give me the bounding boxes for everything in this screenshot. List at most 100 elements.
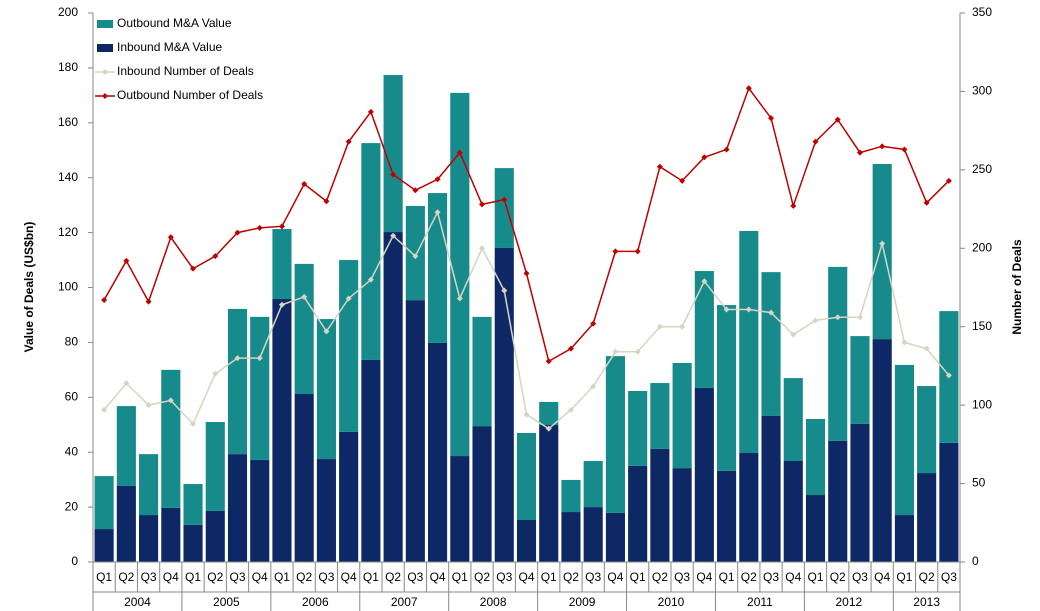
- bar: [605, 512, 625, 562]
- line-marker: [101, 297, 108, 304]
- y2-tick-label: 0: [972, 554, 979, 568]
- x-tick-label: Q4: [518, 570, 534, 584]
- line-marker: [234, 229, 241, 236]
- bar: [316, 459, 336, 562]
- y-axis-title: Value of Deals (US$bn): [22, 222, 36, 353]
- line-marker: [679, 177, 686, 184]
- y-tick-label: 140: [58, 170, 78, 184]
- line-marker: [612, 248, 619, 255]
- line-marker: [901, 339, 908, 346]
- y-tick-label: 80: [65, 335, 79, 349]
- bar: [717, 305, 737, 471]
- y-tick-label: 40: [65, 444, 79, 458]
- x-tick-label: Q1: [185, 570, 201, 584]
- bar: [739, 453, 759, 562]
- x-tick-label: Q1: [896, 570, 912, 584]
- line-marker: [768, 115, 775, 122]
- bar: [94, 529, 114, 562]
- line-marker: [278, 223, 285, 230]
- bar: [628, 465, 648, 562]
- line-marker: [545, 358, 552, 365]
- x-tick-label: Q2: [830, 570, 846, 584]
- line-marker: [590, 383, 597, 390]
- bar: [828, 440, 848, 562]
- line-marker: [212, 253, 219, 260]
- x-tick-label: Q4: [163, 570, 179, 584]
- year-label: 2008: [480, 595, 507, 609]
- bar: [494, 247, 514, 563]
- x-tick-label: Q1: [96, 570, 112, 584]
- line-marker: [434, 176, 441, 183]
- legend-swatch: [97, 44, 113, 52]
- line-marker: [656, 163, 663, 170]
- y2-tick-label: 150: [972, 319, 992, 333]
- bar: [783, 378, 803, 461]
- line-marker: [234, 355, 241, 362]
- bar: [405, 205, 425, 301]
- x-tick-label: Q1: [363, 570, 379, 584]
- line-marker: [523, 411, 530, 418]
- bar: [872, 339, 892, 562]
- line-marker: [679, 323, 686, 330]
- bar: [183, 524, 203, 562]
- bar: [272, 299, 292, 562]
- x-tick-label: Q1: [719, 570, 735, 584]
- line-marker: [412, 187, 419, 194]
- bar: [650, 448, 670, 562]
- x-tick-label: Q1: [452, 570, 468, 584]
- line-marker: [434, 209, 441, 216]
- line-marker: [190, 265, 197, 272]
- y2-tick-label: 100: [972, 397, 992, 411]
- line-marker: [390, 232, 397, 239]
- line-marker: [901, 146, 908, 153]
- y-tick-label: 60: [65, 389, 79, 403]
- bar: [516, 520, 537, 562]
- bar: [494, 168, 514, 248]
- legend-marker: [102, 69, 108, 75]
- line-marker: [723, 306, 730, 313]
- x-tick-label: Q2: [474, 570, 490, 584]
- x-tick-label: Q3: [229, 570, 245, 584]
- bar: [805, 495, 826, 562]
- line-marker: [567, 406, 574, 413]
- bar: [561, 479, 581, 513]
- x-tick-label: Q3: [407, 570, 423, 584]
- year-label: 2005: [213, 595, 240, 609]
- bar: [805, 418, 826, 496]
- bar: [361, 359, 381, 562]
- bar: [316, 319, 336, 460]
- bar: [917, 473, 937, 562]
- line-marker: [278, 301, 285, 308]
- bar: [183, 484, 203, 525]
- bar: [628, 390, 648, 466]
- bar: [739, 230, 759, 454]
- x-tick-label: Q4: [785, 570, 801, 584]
- y-tick-label: 180: [58, 60, 78, 74]
- x-tick-label: Q3: [585, 570, 601, 584]
- bar: [717, 470, 737, 562]
- y2-tick-label: 250: [972, 162, 992, 176]
- line-marker: [812, 317, 819, 324]
- line-marker: [701, 154, 708, 161]
- bar: [561, 512, 581, 562]
- line-marker: [856, 314, 863, 321]
- year-label: 2010: [658, 595, 685, 609]
- bar: [383, 232, 403, 562]
- bar: [539, 401, 559, 426]
- line-marker: [745, 306, 752, 313]
- line-marker: [301, 293, 308, 300]
- legend-swatch: [97, 20, 113, 28]
- line-marker: [812, 138, 819, 145]
- line-marker: [123, 380, 130, 387]
- line-marker: [745, 85, 752, 92]
- line-marker: [723, 146, 730, 153]
- bar: [205, 422, 225, 511]
- y-tick-label: 100: [58, 280, 78, 294]
- x-tick-label: Q2: [652, 570, 668, 584]
- x-tick-label: Q2: [207, 570, 223, 584]
- line-marker: [923, 345, 930, 352]
- bar: [227, 454, 248, 562]
- year-label: 2004: [124, 595, 151, 609]
- line-marker: [301, 180, 308, 187]
- legend-label: Outbound M&A Value: [117, 16, 232, 30]
